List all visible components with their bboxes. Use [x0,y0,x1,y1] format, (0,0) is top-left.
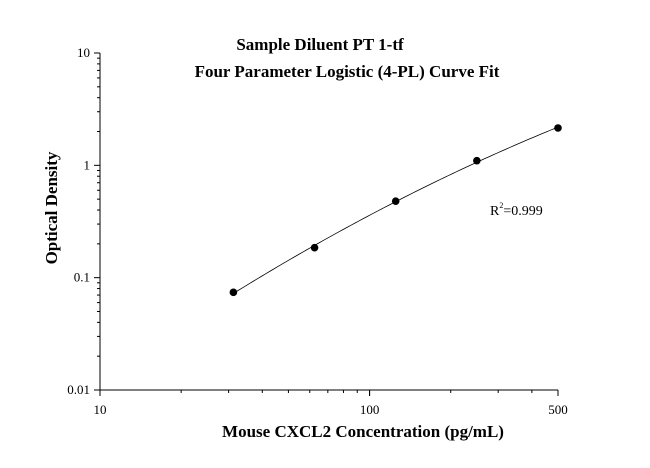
r-squared-superscript: 2 [499,201,503,210]
plot-area [229,124,562,297]
data-point [554,124,562,132]
data-point [391,197,400,205]
y-axis-label: Optical Density [42,151,61,264]
r-squared-annotation: R2=0.999 [490,201,543,219]
x-tick-label: 100 [360,402,380,417]
x-tick-label: 500 [548,402,568,417]
chart-title: Sample Diluent PT 1-tf [236,35,404,54]
x-tick-label: 10 [94,402,107,417]
x-axis-label: Mouse CXCL2 Concentration (pg/mL) [222,422,504,441]
y-axis: 10 1 0.1 0.01 [67,45,101,397]
chart-subtitle: Four Parameter Logistic (4-PL) Curve Fit [195,62,500,81]
data-point [310,243,319,252]
data-point [473,156,481,165]
y-tick-label: 0.01 [67,382,90,397]
y-tick-label: 0.1 [74,270,90,285]
x-axis: 10 100 500 [94,389,568,417]
data-point [229,288,238,297]
r-squared-base: R [490,204,500,219]
y-tick-label: 10 [77,45,90,60]
y-tick-label: 1 [84,157,91,172]
r-squared-value: =0.999 [503,204,542,219]
